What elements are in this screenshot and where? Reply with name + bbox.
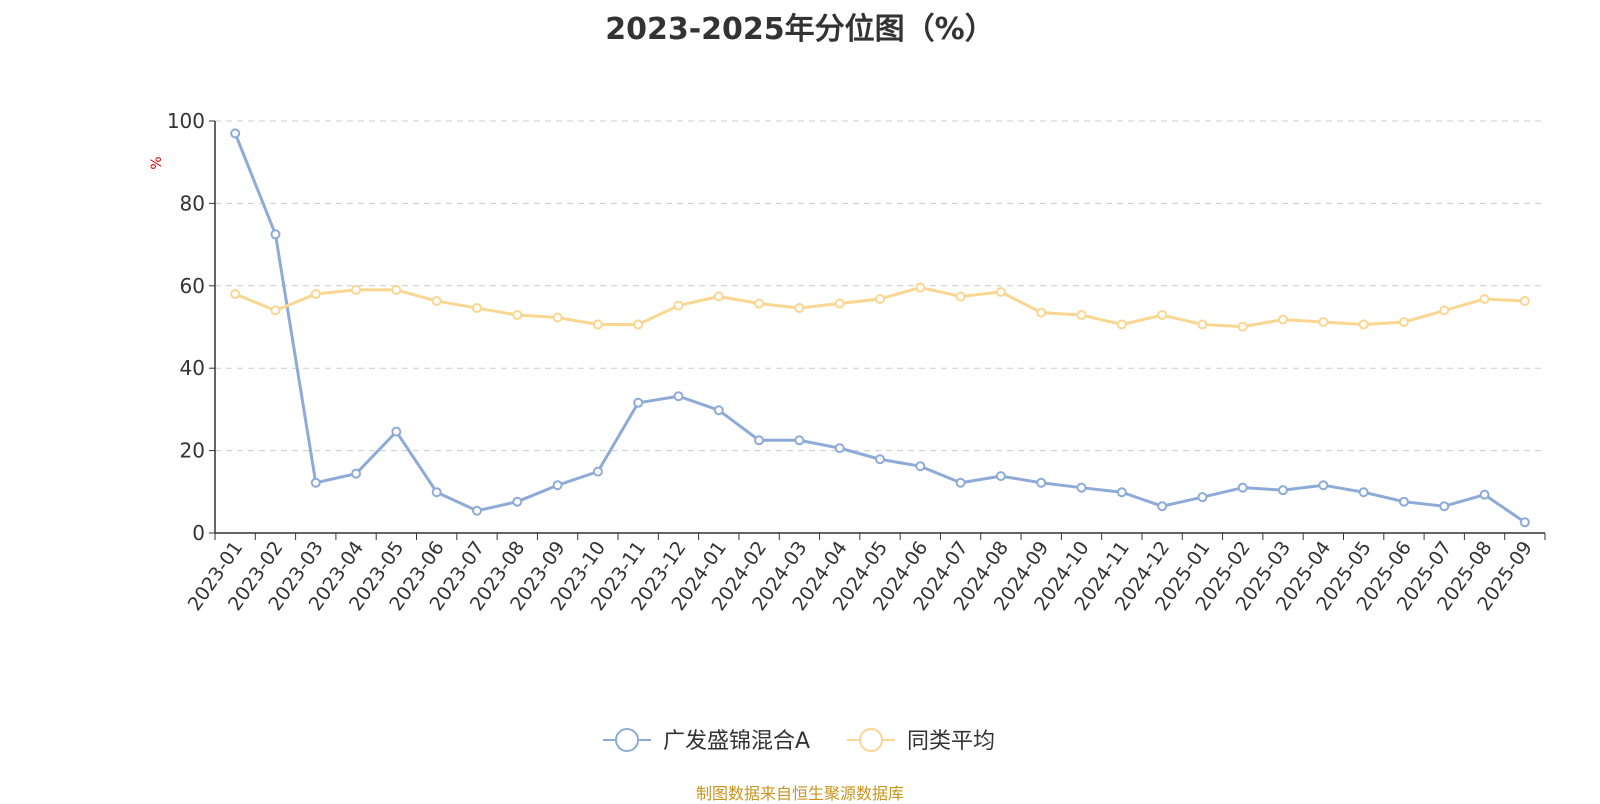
data-point[interactable] <box>512 496 523 507</box>
series-lines <box>230 128 1530 528</box>
data-point[interactable] <box>1116 487 1127 498</box>
data-point[interactable] <box>1479 489 1490 500</box>
data-point[interactable] <box>1278 485 1289 496</box>
data-point[interactable] <box>713 291 724 302</box>
data-point[interactable] <box>592 319 603 330</box>
data-point[interactable] <box>1237 482 1248 493</box>
legend-item-1[interactable]: 广发盛锦混合A <box>603 728 810 754</box>
data-point[interactable] <box>1076 310 1087 321</box>
source-note: 制图数据来自恒生聚源数据库 <box>695 784 904 803</box>
legend-marker <box>859 728 883 752</box>
data-point[interactable] <box>1197 319 1208 330</box>
data-point[interactable] <box>834 443 845 454</box>
y-tick-label: 40 <box>180 356 205 380</box>
data-point[interactable] <box>230 289 241 300</box>
data-point[interactable] <box>1197 492 1208 503</box>
data-point[interactable] <box>673 391 684 402</box>
data-point[interactable] <box>512 310 523 321</box>
data-point[interactable] <box>995 286 1006 297</box>
data-point[interactable] <box>310 289 321 300</box>
series-line <box>234 285 1525 329</box>
y-tick-label: 60 <box>180 274 205 298</box>
data-point[interactable] <box>875 293 885 304</box>
data-point[interactable] <box>1439 305 1450 316</box>
data-point[interactable] <box>995 471 1006 482</box>
data-point[interactable] <box>633 397 644 408</box>
y-tick-label: 0 <box>192 521 205 545</box>
data-point[interactable] <box>1237 321 1248 332</box>
data-point[interactable] <box>351 468 362 479</box>
data-point[interactable] <box>915 461 926 472</box>
data-point[interactable] <box>1358 319 1369 330</box>
legend-label: 同类平均 <box>907 729 995 754</box>
data-point[interactable] <box>471 505 482 516</box>
data-point[interactable] <box>552 312 563 323</box>
y-axis-unit-label: % <box>149 156 165 169</box>
data-point[interactable] <box>1398 496 1409 507</box>
data-point[interactable] <box>1398 317 1409 328</box>
legend[interactable]: 广发盛锦混合A 同类平均 <box>603 728 995 754</box>
data-point[interactable] <box>915 282 926 293</box>
legend-label: 广发盛锦混合A <box>663 729 810 754</box>
data-point[interactable] <box>270 305 281 316</box>
data-point[interactable] <box>1358 487 1369 498</box>
chart-title: 2023-2025年分位图（%） <box>605 12 995 47</box>
data-point[interactable] <box>391 284 402 295</box>
data-point[interactable] <box>955 291 966 302</box>
y-tick-label: 80 <box>180 191 205 215</box>
data-point[interactable] <box>1036 477 1047 488</box>
data-point[interactable] <box>1076 482 1087 493</box>
data-point[interactable] <box>230 128 241 139</box>
data-point[interactable] <box>1479 293 1490 304</box>
data-point[interactable] <box>351 284 362 295</box>
legend-marker <box>615 728 639 752</box>
data-point[interactable] <box>431 487 442 498</box>
series-1 <box>230 128 1530 528</box>
data-point[interactable] <box>1036 307 1047 318</box>
data-point[interactable] <box>955 477 966 488</box>
data-point[interactable] <box>471 303 482 314</box>
data-point[interactable] <box>1318 480 1329 491</box>
data-point[interactable] <box>270 229 281 240</box>
data-point[interactable] <box>1157 310 1168 321</box>
data-point[interactable] <box>834 298 845 309</box>
axes: 020406080100%2023-012023-022023-032023-0… <box>149 109 1546 615</box>
grid-lines <box>215 120 1545 452</box>
data-point[interactable] <box>1439 501 1450 512</box>
data-point[interactable] <box>673 300 684 311</box>
data-point[interactable] <box>1116 319 1127 330</box>
data-point[interactable] <box>794 435 805 446</box>
data-point[interactable] <box>1278 314 1289 325</box>
data-point[interactable] <box>754 435 765 446</box>
y-tick-label: 20 <box>180 439 205 463</box>
data-point[interactable] <box>633 319 644 330</box>
data-point[interactable] <box>1519 296 1530 307</box>
legend-item-2[interactable]: 同类平均 <box>847 728 995 754</box>
data-point[interactable] <box>1157 501 1168 512</box>
data-point[interactable] <box>592 466 603 477</box>
data-point[interactable] <box>1519 517 1530 528</box>
data-point[interactable] <box>713 405 724 416</box>
data-point[interactable] <box>754 298 765 309</box>
data-point[interactable] <box>391 426 402 437</box>
data-point[interactable] <box>310 477 321 488</box>
data-point[interactable] <box>875 454 885 465</box>
data-point[interactable] <box>1318 317 1329 328</box>
data-point[interactable] <box>552 480 563 491</box>
data-point[interactable] <box>431 296 442 307</box>
y-tick-label: 100 <box>167 109 205 133</box>
series-2 <box>230 282 1530 332</box>
data-point[interactable] <box>794 303 805 314</box>
